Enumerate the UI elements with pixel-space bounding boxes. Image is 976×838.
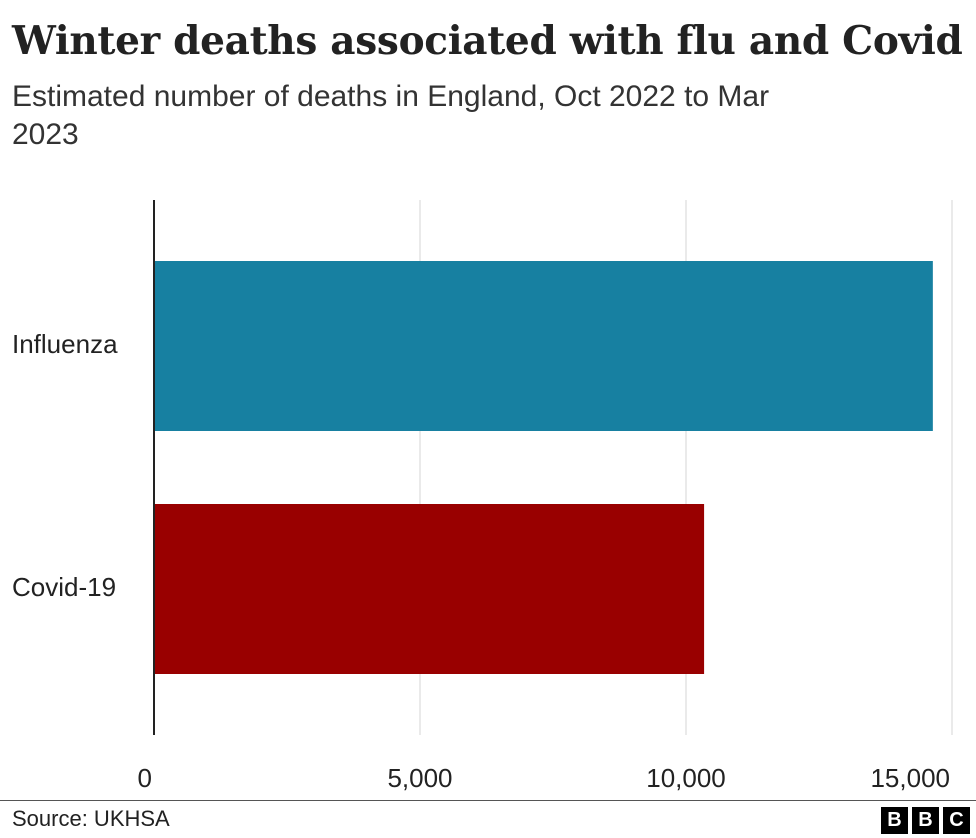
category-label: Influenza <box>12 329 118 359</box>
x-tick-label: 0 <box>138 763 152 793</box>
bar <box>154 504 705 674</box>
logo-letter: B <box>881 807 908 834</box>
bbc-logo: B B C <box>881 807 970 834</box>
source-note: Source: UKHSA <box>12 806 170 831</box>
bar-chart: Influenza Covid-19 0 5,000 10,000 15,000 <box>12 200 953 793</box>
footer-divider <box>0 800 976 801</box>
bar <box>154 261 933 431</box>
logo-letter: C <box>943 807 970 834</box>
chart-title: Winter deaths associated with flu and Co… <box>12 18 963 64</box>
logo-letter: B <box>912 807 939 834</box>
category-label: Covid-19 <box>12 572 116 602</box>
x-tick-label: 10,000 <box>646 763 726 793</box>
chart-subtitle: Estimated number of deaths in England, O… <box>12 80 770 151</box>
x-tick-label: 15,000 <box>870 763 950 793</box>
x-tick-label: 5,000 <box>387 763 452 793</box>
